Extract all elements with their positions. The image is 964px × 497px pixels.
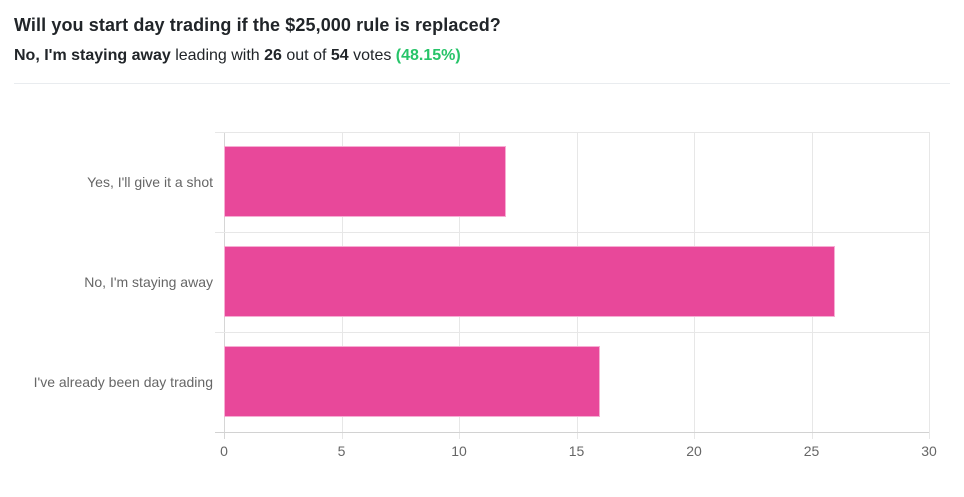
bar-chart: Yes, I'll give it a shot No, I'm staying … xyxy=(0,99,964,496)
horizontal-gridline xyxy=(215,332,929,333)
x-tick-label: 25 xyxy=(803,443,820,459)
poll-title: Will you start day trading if the $25,00… xyxy=(14,15,501,35)
leading-votes-count: 26 xyxy=(264,47,282,64)
poll-summary: No, I'm staying away leading with 26 out… xyxy=(14,45,950,67)
vertical-gridline xyxy=(929,132,930,439)
x-tick-label: 20 xyxy=(686,443,702,459)
leading-option-label: No, I'm staying away xyxy=(14,47,171,64)
x-tick-label: 15 xyxy=(568,443,585,459)
horizontal-gridline xyxy=(215,232,929,233)
summary-text-votes: votes xyxy=(348,47,396,64)
x-axis-labels: 0 5 10 15 20 25 30 xyxy=(220,442,937,462)
chart-bar[interactable] xyxy=(224,246,835,317)
x-tick-label: 30 xyxy=(921,443,937,459)
x-tick-label: 10 xyxy=(451,443,467,459)
horizontal-gridline xyxy=(215,132,929,133)
leading-percentage: (48.15%) xyxy=(395,47,461,64)
header-divider xyxy=(14,83,950,84)
x-tick-label: 0 xyxy=(220,443,228,459)
category-labels: Yes, I'll give it a shot No, I'm staying … xyxy=(0,132,213,432)
category-label: I've already been day trading xyxy=(33,374,213,390)
category-label: No, I'm staying away xyxy=(84,274,213,290)
x-axis-line xyxy=(215,432,929,433)
summary-text-outof: out of xyxy=(281,47,331,64)
summary-text-leading: leading with xyxy=(170,47,265,64)
chart-bar[interactable] xyxy=(224,146,506,217)
poll-header: Will you start day trading if the $25,00… xyxy=(0,0,964,67)
plot-area xyxy=(215,132,930,439)
chart-bar[interactable] xyxy=(224,346,600,417)
category-label: Yes, I'll give it a shot xyxy=(87,174,213,190)
total-votes-count: 54 xyxy=(330,47,349,64)
x-tick-label: 5 xyxy=(337,443,346,459)
